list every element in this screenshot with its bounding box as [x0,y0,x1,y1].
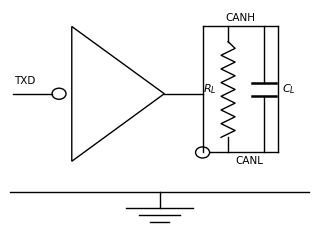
Text: CANL: CANL [236,156,263,166]
Text: CANH: CANH [225,13,255,23]
Text: $R_L$: $R_L$ [203,83,217,96]
Text: $C_L$: $C_L$ [282,83,296,96]
Text: TXD: TXD [14,76,36,86]
